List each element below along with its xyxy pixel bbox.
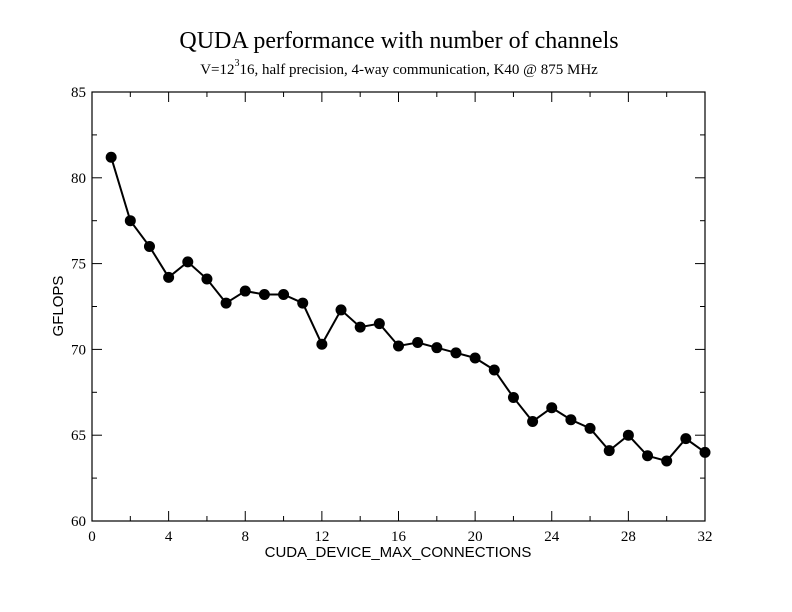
x-tick-label: 8 <box>242 529 250 545</box>
data-point <box>661 455 673 467</box>
data-point <box>182 256 194 268</box>
chart-title: QUDA performance with number of channels <box>179 28 619 54</box>
series-layer <box>105 151 711 467</box>
x-tick-label: 28 <box>621 529 636 545</box>
data-point <box>124 215 136 227</box>
y-tick-label: 60 <box>71 514 86 530</box>
data-point <box>335 304 347 316</box>
data-point <box>373 318 385 330</box>
axis-ticks: 0 4 8 12 16 20 24 28 32 60 65 70 75 80 85 <box>71 85 713 545</box>
x-tick-label: 32 <box>698 529 713 545</box>
y-tick-label: 85 <box>71 85 86 101</box>
data-point <box>297 297 309 309</box>
plot-frame <box>91 91 706 522</box>
y-tick-label: 75 <box>71 257 86 273</box>
data-point <box>622 429 634 441</box>
data-point <box>105 151 117 163</box>
y-tick-label: 65 <box>71 428 86 444</box>
y-tick-label: 80 <box>71 171 86 187</box>
y-axis-title: GFLOPS <box>50 276 67 337</box>
subtitle-prefix: V=12 <box>200 62 235 78</box>
data-point <box>431 342 443 354</box>
data-point <box>143 240 155 252</box>
data-point <box>565 414 577 426</box>
subtitle-suffix: 16, half precision, 4-way communication,… <box>239 62 598 78</box>
chart-subtitle: V=12316, half precision, 4-way communica… <box>0 58 792 79</box>
data-point <box>220 297 232 309</box>
data-point <box>603 445 615 457</box>
data-point <box>450 347 462 359</box>
data-point <box>163 271 175 283</box>
data-point <box>316 338 328 350</box>
x-tick-label: 20 <box>468 529 483 545</box>
x-axis-title: CUDA_DEVICE_MAX_CONNECTIONS <box>265 544 532 561</box>
data-point <box>527 415 539 427</box>
x-tick-label: 24 <box>544 529 560 545</box>
x-tick-label: 16 <box>391 529 407 545</box>
data-point <box>412 337 424 349</box>
data-point <box>239 285 251 297</box>
series-line <box>110 156 706 463</box>
data-point <box>584 422 596 434</box>
data-point <box>393 340 404 352</box>
data-point <box>546 402 558 414</box>
x-tick-label: 4 <box>165 529 173 545</box>
data-point <box>258 288 270 300</box>
data-point <box>201 273 213 285</box>
x-tick-label: 12 <box>314 529 329 545</box>
data-point <box>680 433 692 445</box>
y-tick-label: 70 <box>71 342 86 358</box>
data-point <box>278 288 290 300</box>
data-point <box>699 446 711 458</box>
data-point <box>469 352 481 364</box>
subtitle-superscript: 3 <box>234 58 240 69</box>
data-point <box>354 321 366 333</box>
data-point <box>642 450 654 462</box>
x-tick-label: 0 <box>88 529 96 545</box>
data-point <box>488 364 500 376</box>
data-point <box>507 391 519 403</box>
